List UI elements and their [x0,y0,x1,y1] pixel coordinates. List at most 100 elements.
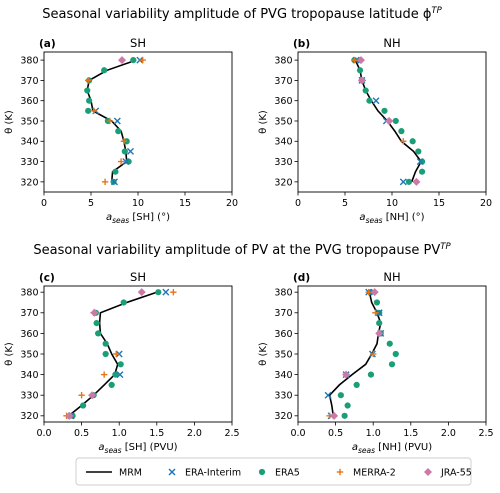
x-tick-label: 15 [179,198,191,209]
merra-2-point [100,371,108,378]
legend-entry-era5: ERA5 [258,468,300,479]
era-interim-point [162,288,170,296]
y-tick-label: 350 [20,349,38,360]
x-axis-label: aseas [SH] (PVU) [98,442,177,455]
era5-point [86,97,93,104]
y-tick-label: 320 [20,177,38,188]
y-tick-label: 330 [274,391,292,402]
y-tick-label: 360 [20,96,38,107]
era5-point [121,148,128,155]
legend-label: JRA-55 [440,468,472,479]
era-interim-point [122,158,130,166]
panel-title: SH [130,270,146,284]
era5-point [80,402,87,409]
y-tick-label: 360 [274,329,292,340]
y-axis-label: θ (K) [258,110,269,134]
era5-point [388,361,396,368]
panel-letter: (c) [39,272,55,284]
era5-point [102,350,109,358]
panel-letter: (b) [293,38,310,50]
panel-a: 0 5 10 15 20 320 330 340 350 360 370 380(a) SH θ (K) a… [4,36,238,225]
merra-2-point [120,138,128,145]
y-axis-label: θ (K) [4,110,15,134]
x-tick-label: 0.0 [36,428,51,439]
merra-2-point [139,56,146,64]
era-interim-point [111,178,118,186]
legend-entry-merra-2: MERRA-2 [336,468,396,479]
x-axis-label: aseas [NH] (°) [359,212,424,225]
y-tick-label: 330 [20,391,38,402]
x-tick-label: 0 [41,198,47,209]
era-interim-legend-swatch [168,468,176,476]
y-tick-label: 340 [20,370,38,381]
era5-point [392,117,399,125]
x-tick-label: 1.0 [112,428,127,439]
legend-entry-era-interim: ERA-Interim [168,468,241,479]
merra-2-point [117,158,125,165]
y-tick-label: 380 [274,56,292,67]
legend-box [75,457,472,486]
era5-point [95,330,102,337]
era5-point [108,381,115,389]
jra-55-point [356,56,365,65]
jra-55-point [137,288,146,297]
y-axis-label: θ (K) [258,342,269,366]
legend-entry-jra-55: JRA-55 [424,468,472,479]
x-tick-label: 20 [480,198,492,209]
era-interim-point [116,371,124,379]
y-tick-label: 320 [274,177,292,188]
panel-title: NH [383,36,400,50]
axes-frame [43,285,233,423]
y-tick-label: 350 [20,116,38,127]
jra-55-legend-swatch [424,468,432,476]
era-interim-point [113,117,121,125]
era5-point [356,67,364,74]
panel-d: 0.0 0.5 1.0 1.5 2.0 2.5 320 330 340 350 360 370 380(… [258,270,494,455]
x-tick-label: 1.0 [366,428,381,439]
era-interim-point [324,391,332,399]
era5-point [341,412,348,419]
x-tick-label: 15 [433,198,445,209]
era-interim-point [372,97,380,105]
merra-2-point [351,56,358,64]
legend: MRM ERA-Interim ERA5 MERRA-2 JRA-55 [75,457,472,486]
jra-55-point [412,177,421,186]
era5-point [117,361,124,368]
era5-point [418,158,426,165]
y-tick-label: 350 [274,349,292,360]
x-tick-label: 2.0 [187,428,202,439]
era5-point [130,57,137,64]
era5-point [93,319,100,327]
x-tick-label: 5 [342,198,348,209]
x-axis-label: aseas [NH] (PVU) [352,442,432,455]
x-tick-label: 0 [295,198,301,209]
axes-frame [43,51,233,193]
era5-point [409,138,416,145]
era5-point [362,87,369,94]
era5-point [155,289,162,296]
legend-label: ERA-Interim [185,468,241,479]
era-interim-point [399,178,407,186]
era5-point [120,299,127,306]
merra-2-point [84,77,92,84]
jra-55-point [90,308,99,317]
era5-point [85,107,92,114]
era-interim-point [416,158,424,166]
era-interim-point [375,309,383,317]
merra-2-point [112,350,120,358]
era5-point [102,340,109,347]
bottom-figure-title: Seasonal variability amplitude of PV at … [33,242,451,258]
merra-2-point [90,107,98,115]
y-tick-label: 330 [274,157,292,168]
era5-point [115,128,122,135]
era5-point [337,392,344,399]
y-tick-label: 320 [20,411,38,422]
era5-point [344,402,351,409]
y-axis-label: θ (K) [4,342,15,366]
top-figure-title: Seasonal variability amplitude of PVG tr… [42,6,442,22]
jra-55-point [375,329,384,338]
axes-frame [297,285,487,423]
y-tick-label: 360 [274,96,292,107]
x-tick-label: 20 [226,198,238,209]
